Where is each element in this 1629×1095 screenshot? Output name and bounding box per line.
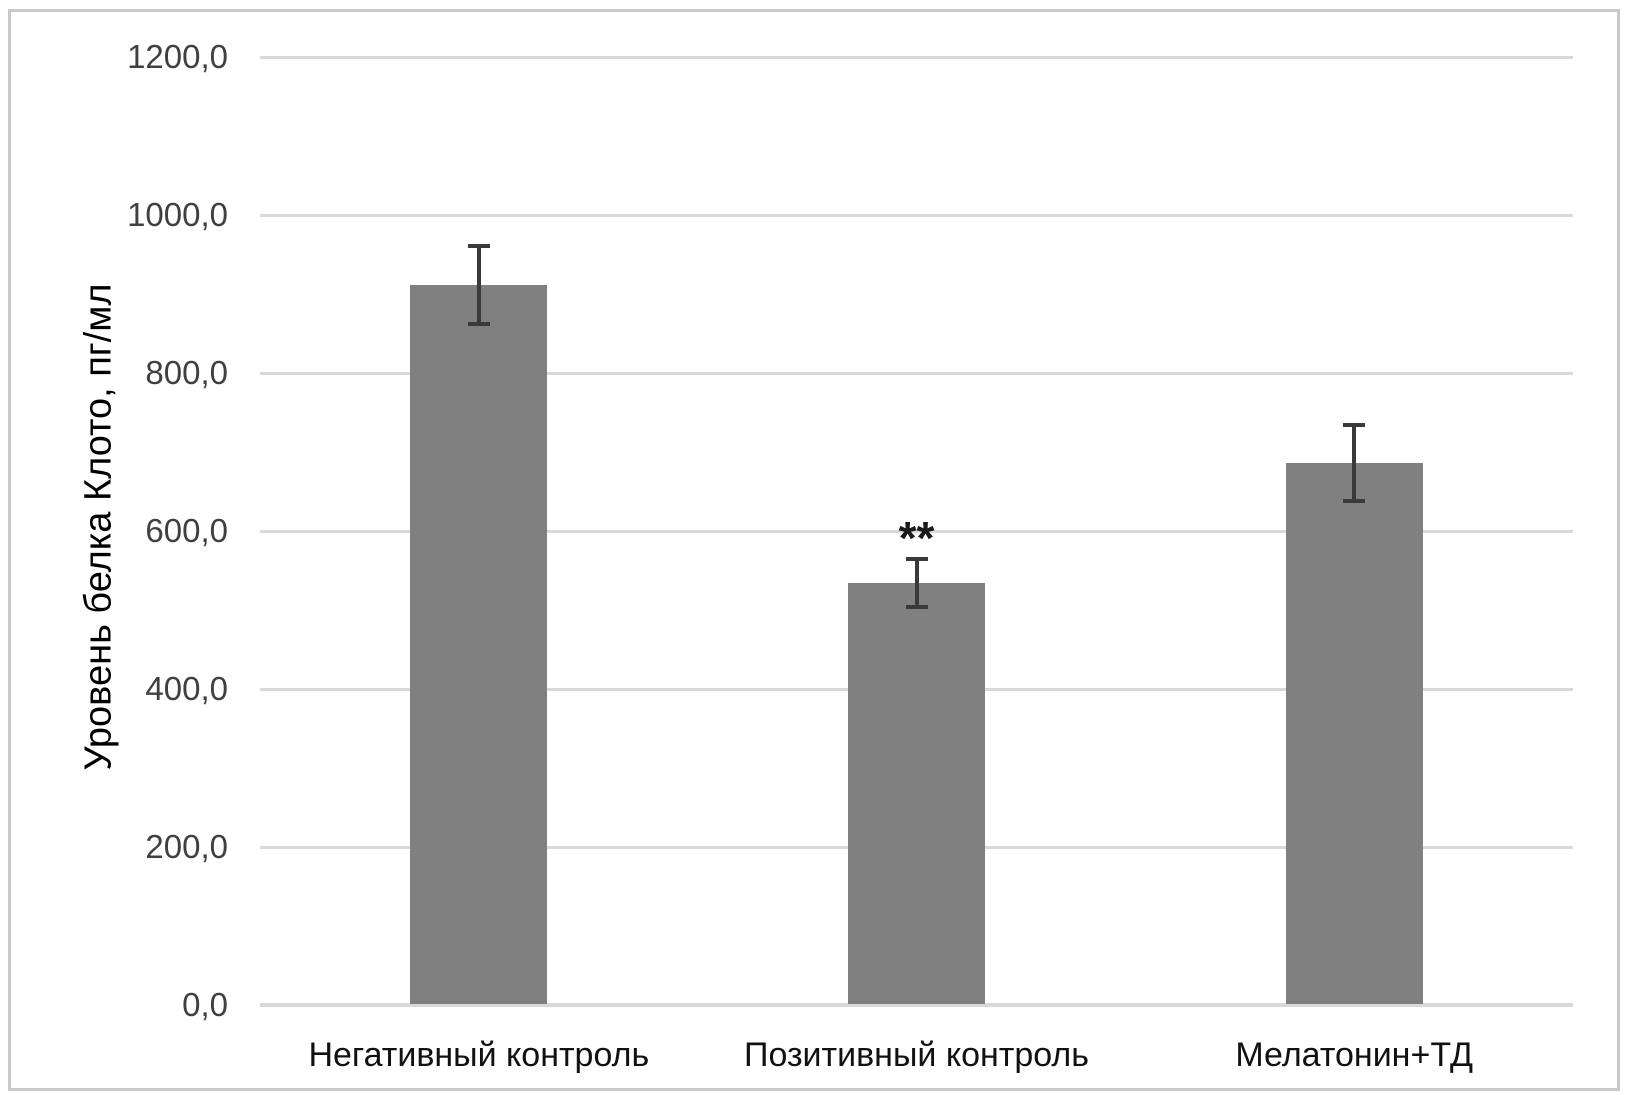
error-bar-cap-bottom-0 [467,322,490,327]
y-tick-label-200: 200,0 [145,828,228,865]
y-tick-label-1200: 1200,0 [127,38,228,75]
y-tick-label-1000: 1000,0 [127,196,228,233]
x-category-label-2: Мелатонин+ТД [1235,1036,1473,1074]
significance-annotation-1: ** [898,512,935,565]
y-tick-label-0: 0,0 [182,986,228,1023]
x-axis-line [260,1003,1573,1007]
bar-0 [410,285,548,1004]
bar-2 [1285,463,1423,1004]
error-bar-cap-top-1 [905,557,928,562]
bar-1 [848,583,985,1004]
error-bar-cap-bottom-1 [905,605,928,610]
gridline-1200 [260,55,1573,59]
y-tick-label-600: 600,0 [145,512,228,549]
gridline-600 [260,529,1573,533]
gridline-800 [260,371,1573,375]
error-bar-stem-0 [476,244,481,327]
error-bar-cap-top-0 [467,244,490,249]
error-bar-stem-1 [914,557,919,610]
x-category-label-1: Позитивный контроль [744,1036,1089,1074]
error-bar-stem-2 [1352,422,1357,504]
x-category-label-0: Негативный контроль [308,1036,650,1074]
error-bar-cap-bottom-2 [1343,499,1366,504]
y-tick-label-400: 400,0 [145,670,228,707]
y-tick-label-800: 800,0 [145,354,228,391]
gridline-1000 [260,213,1573,217]
error-bar-cap-top-2 [1343,422,1366,427]
